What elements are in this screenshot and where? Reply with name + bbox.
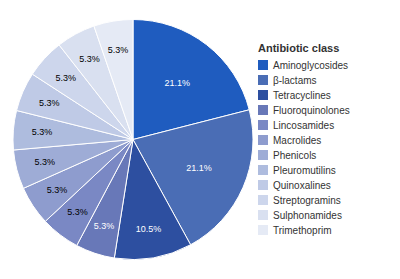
html-text:Antibiotic class: Antibiotic class — [258, 41, 340, 54]
html-text:Sulphonamides: Sulphonamides — [273, 209, 342, 221]
svg-text:21.1%: 21.1% — [186, 163, 212, 173]
html-text:Quinoxalines: Quinoxalines — [273, 179, 331, 191]
html-text:β-lactams: β-lactams — [273, 74, 317, 86]
svg-text:5.3%: 5.3% — [55, 73, 76, 83]
svg-text:5.3%: 5.3% — [32, 127, 53, 137]
svg-text:5.3%: 5.3% — [79, 54, 100, 64]
html-text:Lincosamides: Lincosamides — [273, 119, 335, 131]
svg-text:5.3%: 5.3% — [34, 157, 55, 167]
svg-text:5.3%: 5.3% — [47, 185, 68, 195]
html-text:Fluoroquinolones: Fluoroquinolones — [273, 104, 350, 116]
html-text:Streptogramins: Streptogramins — [273, 194, 341, 206]
html-text:Phenicols: Phenicols — [273, 149, 317, 161]
svg-text:5.3%: 5.3% — [39, 98, 60, 108]
html-text:Pleuromutilins: Pleuromutilins — [273, 164, 336, 176]
html-text:Trimethoprim: Trimethoprim — [273, 224, 332, 236]
svg-text:5.3%: 5.3% — [108, 45, 129, 55]
svg-text:10.5%: 10.5% — [136, 224, 162, 234]
html-text:Tetracyclines: Tetracyclines — [273, 89, 331, 101]
svg-text:21.1%: 21.1% — [164, 78, 190, 88]
html-text:Aminoglycosides: Aminoglycosides — [273, 59, 348, 71]
html-text:Macrolides: Macrolides — [273, 134, 322, 146]
svg-text:5.3%: 5.3% — [67, 207, 88, 217]
svg-text:5.3%: 5.3% — [94, 221, 115, 231]
